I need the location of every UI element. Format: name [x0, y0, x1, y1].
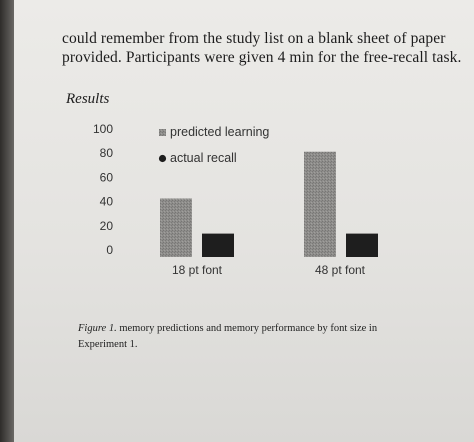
- bar-actual-recall: [346, 233, 378, 257]
- y-tick-label: 0: [106, 243, 113, 257]
- legend-swatch-predicted: [159, 129, 166, 136]
- page-shadow-edge: [0, 0, 14, 442]
- body-text-line-1: could remember from the study list on a …: [62, 30, 446, 47]
- caption-text: memory predictions and memory performanc…: [78, 323, 378, 350]
- legend: predicted learning actual recall: [158, 125, 269, 165]
- bars: [160, 151, 378, 257]
- results-heading: Results: [66, 91, 110, 107]
- y-tick-label: 80: [100, 146, 114, 160]
- y-tick-label: 40: [100, 195, 114, 209]
- y-tick-label: 60: [100, 170, 114, 184]
- y-tick-label: 100: [93, 122, 113, 136]
- body-text-line-2: provided. Participants were given 4 min …: [62, 49, 462, 66]
- bar-actual-recall: [202, 233, 234, 257]
- y-tick-label: 20: [100, 219, 114, 233]
- legend-swatch-actual: [158, 154, 167, 163]
- bar-predicted-learning: [160, 198, 192, 257]
- paper-page: [14, 0, 474, 442]
- legend-label: actual recall: [170, 151, 237, 165]
- legend-label: predicted learning: [170, 125, 269, 139]
- y-axis-ticks: 100 80 60 40 20 0: [93, 122, 113, 257]
- x-tick-label: 18 pt font: [172, 263, 223, 277]
- caption-figure-label: Figure 1.: [78, 323, 117, 334]
- bar-predicted-learning: [304, 151, 336, 257]
- x-tick-label: 48 pt font: [315, 263, 366, 277]
- x-axis-labels: 18 pt font 48 pt font: [172, 263, 366, 277]
- figure-caption: Figure 1. memory predictions and memory …: [78, 321, 428, 353]
